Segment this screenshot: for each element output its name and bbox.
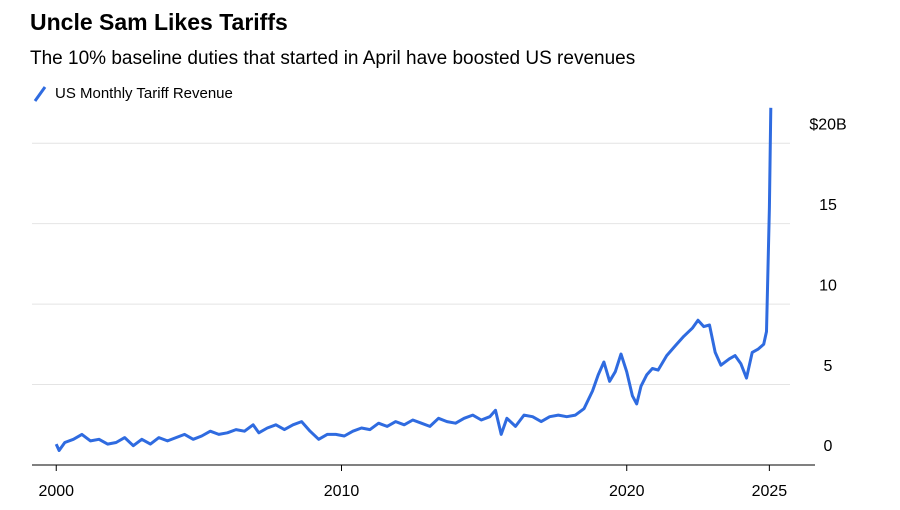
y-tick-label: 0 [824,438,833,455]
chart-title: Uncle Sam Likes Tariffs [30,9,288,35]
legend-label: US Monthly Tariff Revenue [55,85,233,102]
y-tick-label: $20B [809,116,846,133]
x-tick-label: 2000 [38,483,74,500]
x-tick-label: 2025 [752,483,788,500]
y-tick-label: 5 [824,358,833,375]
x-tick-label: 2010 [324,483,360,500]
x-tick-label: 2020 [609,483,645,500]
y-tick-label: 10 [819,277,837,294]
chart-subtitle: The 10% baseline duties that started in … [30,48,635,69]
series-line [54,107,773,452]
y-tick-label: 15 [819,197,837,214]
legend-swatch [33,86,47,102]
